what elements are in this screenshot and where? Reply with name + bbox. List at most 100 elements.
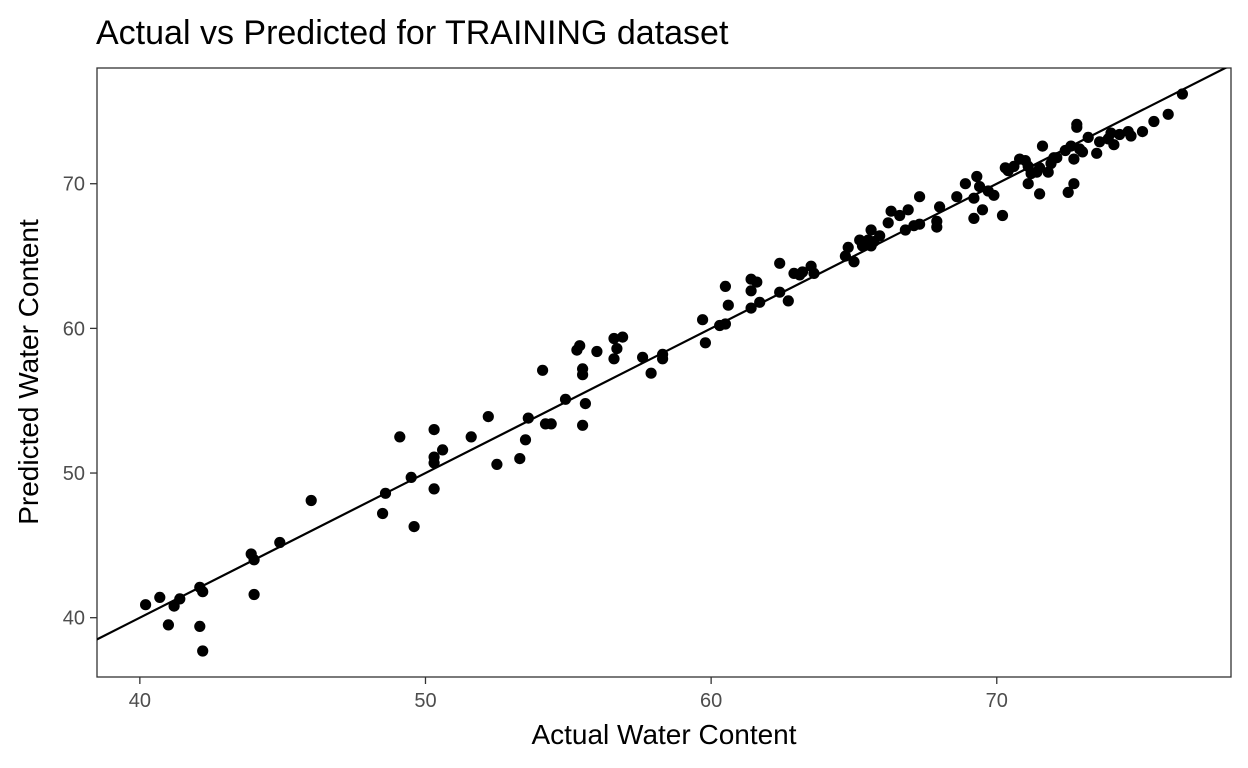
data-point — [931, 215, 943, 227]
data-point — [174, 593, 186, 605]
data-point — [842, 241, 854, 253]
data-point — [545, 418, 557, 430]
data-point — [1108, 139, 1120, 151]
data-point — [1076, 146, 1089, 158]
data-point — [305, 494, 317, 507]
data-point — [617, 331, 629, 343]
data-point — [1091, 147, 1103, 159]
data-point — [774, 257, 786, 269]
data-point — [1136, 126, 1149, 138]
data-point — [754, 296, 766, 308]
data-point — [1105, 127, 1117, 139]
data-point — [645, 367, 657, 379]
data-point — [774, 286, 786, 298]
data-point — [428, 483, 440, 495]
data-point — [968, 212, 980, 224]
y-tick-label: 70 — [63, 174, 85, 196]
data-point — [899, 224, 912, 236]
data-point — [577, 419, 589, 431]
data-point — [848, 256, 860, 268]
data-point — [394, 431, 406, 443]
data-point — [974, 181, 986, 193]
y-tick-label: 60 — [63, 318, 85, 340]
data-point — [519, 434, 532, 446]
data-point — [522, 412, 534, 424]
data-point — [988, 189, 1000, 201]
data-point — [745, 302, 757, 314]
data-point — [1042, 166, 1054, 178]
data-point — [579, 398, 592, 410]
data-point — [1162, 108, 1174, 120]
data-point — [874, 230, 886, 242]
data-point — [697, 314, 709, 326]
data-point — [608, 353, 620, 365]
chart-title: Actual vs Predicted for TRAINING dataset — [96, 14, 729, 52]
data-point — [514, 453, 526, 465]
data-point — [608, 332, 620, 345]
data-point — [959, 178, 972, 190]
data-point — [637, 351, 649, 363]
data-point — [1094, 136, 1106, 148]
data-point — [1022, 178, 1034, 190]
plot-panel-border — [96, 67, 1232, 678]
data-point — [491, 458, 503, 470]
y-tick-label: 50 — [63, 463, 85, 485]
data-point — [934, 201, 946, 213]
data-point — [482, 411, 494, 423]
data-point — [914, 218, 926, 230]
data-point — [894, 209, 906, 222]
plot-area — [97, 68, 1228, 657]
data-point — [377, 507, 389, 520]
x-tick-label: 70 — [986, 690, 1008, 712]
data-point — [1062, 186, 1074, 198]
x-tick-label: 40 — [129, 690, 151, 712]
data-point — [379, 487, 392, 499]
data-point — [1051, 152, 1063, 164]
data-point — [197, 645, 209, 657]
data-point — [865, 224, 877, 236]
data-point — [976, 204, 989, 216]
x-tick-label: 60 — [700, 690, 722, 712]
data-point — [902, 204, 914, 216]
data-point — [657, 353, 669, 365]
data-point — [465, 431, 477, 443]
data-point — [1148, 115, 1160, 128]
data-point — [248, 554, 260, 566]
data-point — [719, 280, 732, 292]
data-point — [699, 337, 712, 349]
data-point — [722, 299, 734, 311]
x-axis-title: Actual Water Content — [531, 719, 796, 750]
data-point — [591, 345, 603, 358]
data-point — [751, 276, 763, 288]
data-point — [577, 369, 589, 381]
data-point — [1071, 118, 1083, 130]
data-point — [1114, 128, 1126, 141]
data-point — [194, 620, 206, 633]
data-point — [782, 295, 794, 307]
data-point — [796, 266, 809, 278]
data-point — [405, 471, 417, 483]
data-point — [719, 318, 732, 330]
data-point — [882, 217, 894, 229]
data-point — [574, 340, 586, 352]
data-point — [1125, 130, 1137, 142]
data-point — [1082, 131, 1094, 143]
data-point — [537, 364, 549, 376]
data-point — [559, 393, 572, 405]
data-point — [1065, 140, 1077, 152]
data-point — [1176, 88, 1188, 100]
data-point — [996, 209, 1009, 222]
data-point — [914, 191, 926, 203]
y-axis-title: Predicted Water Content — [13, 219, 44, 525]
data-point — [197, 586, 209, 598]
data-point — [839, 250, 852, 262]
data-point — [611, 343, 623, 355]
data-point — [1036, 140, 1049, 152]
data-point — [162, 619, 174, 631]
data-point — [808, 267, 820, 279]
axis-ticks: 40 50 60 70 40 50 60 70 — [63, 174, 1008, 712]
data-point — [885, 205, 897, 217]
data-point — [1068, 178, 1080, 190]
data-point — [745, 285, 757, 297]
